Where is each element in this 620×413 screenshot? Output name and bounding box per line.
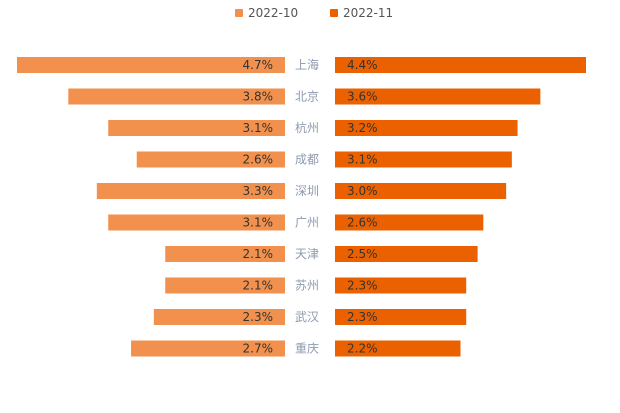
value-label-2022-10-8: 2.1% [243, 279, 274, 293]
bar-2022-10-7 [165, 246, 285, 262]
value-label-2022-11-2: 3.6% [347, 90, 378, 104]
bar-2022-11-4 [335, 151, 512, 168]
value-label-2022-11-7: 2.5% [347, 247, 378, 261]
legend-label-2022-10: 2022-10 [248, 6, 299, 20]
bar-2022-10-3 [108, 120, 285, 136]
category-label-4: 成都 [295, 153, 319, 167]
legend: 2022-10 2022-11 [0, 5, 620, 21]
bar-2022-10-5 [96, 183, 285, 199]
category-label-1: 上海 [295, 57, 319, 72]
category-label-8: 苏州 [295, 279, 319, 293]
category-label-7: 天津 [295, 247, 319, 261]
value-label-2022-10-5: 3.3% [243, 184, 274, 198]
bar-2022-10-9 [153, 309, 285, 325]
legend-item-2022-10[interactable]: 2022-10 [235, 5, 298, 21]
value-label-2022-11-4: 3.1% [347, 153, 378, 167]
value-label-2022-11-5: 3.0% [347, 184, 378, 198]
bar-2022-11-2 [335, 88, 541, 105]
value-label-2022-10-4: 2.6% [243, 153, 274, 167]
value-label-2022-11-9: 2.3% [347, 310, 378, 324]
bar-2022-10-6 [108, 214, 285, 231]
value-label-2022-11-8: 2.3% [347, 279, 378, 293]
bar-2022-10-10 [131, 340, 285, 357]
value-label-2022-10-6: 3.1% [243, 216, 274, 230]
category-label-10: 重庆 [295, 342, 319, 356]
bar-2022-11-1 [335, 57, 586, 73]
value-label-2022-10-1: 4.7% [243, 58, 274, 72]
value-label-2022-11-1: 4.4% [347, 58, 378, 72]
legend-item-2022-11[interactable]: 2022-11 [330, 5, 393, 21]
value-label-2022-11-10: 2.2% [347, 342, 378, 356]
bar-2022-11-3 [335, 120, 518, 136]
bar-2022-10-2 [68, 88, 285, 105]
value-label-2022-10-7: 2.1% [243, 247, 274, 261]
bar-2022-11-7 [335, 246, 478, 262]
bar-2022-10-4 [136, 151, 285, 168]
value-label-2022-10-3: 3.1% [243, 121, 274, 135]
bar-2022-11-9 [335, 309, 467, 325]
value-label-2022-10-2: 3.8% [243, 90, 274, 104]
value-label-2022-11-3: 3.2% [347, 121, 378, 135]
value-label-2022-10-10: 2.7% [243, 342, 274, 356]
value-label-2022-10-9: 2.3% [243, 310, 274, 324]
legend-label-2022-11: 2022-11 [343, 6, 394, 20]
bar-2022-11-6 [335, 214, 484, 231]
bar-2022-10-1 [17, 57, 285, 73]
bar-2022-11-8 [335, 277, 467, 294]
category-label-9: 武汉 [295, 310, 319, 324]
category-label-5: 深圳 [295, 184, 319, 198]
bar-2022-11-5 [335, 183, 507, 199]
legend-swatch-2022-10 [235, 9, 243, 17]
category-label-3: 杭州 [295, 120, 319, 135]
category-label-2: 北京 [295, 90, 319, 104]
legend-swatch-2022-11 [330, 9, 338, 17]
bar-2022-10-8 [165, 277, 285, 294]
value-label-2022-11-6: 2.6% [347, 216, 378, 230]
bar-2022-11-10 [335, 340, 461, 357]
category-label-6: 广州 [295, 216, 319, 230]
